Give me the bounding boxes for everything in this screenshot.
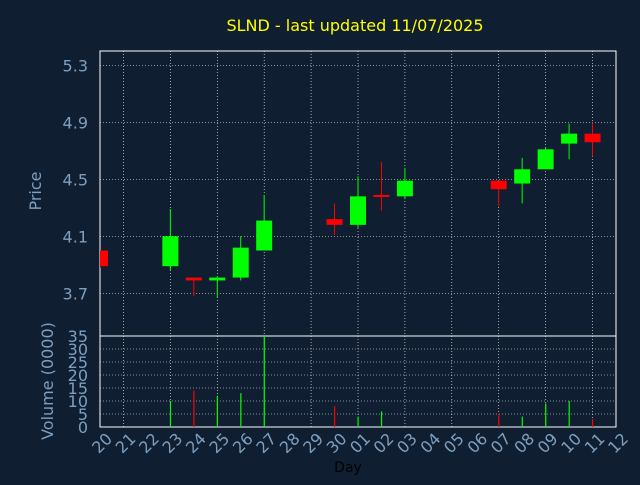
- volume-tick-label: 20: [68, 366, 88, 385]
- candle-body: [350, 196, 366, 225]
- volume-bar: [568, 401, 570, 427]
- candles: [100, 122, 601, 298]
- volume-bar: [216, 395, 218, 427]
- price-axis-label: Price: [26, 171, 45, 210]
- candle-body: [396, 180, 413, 197]
- candle-body: [256, 220, 273, 251]
- candle-body: [162, 236, 179, 267]
- volume-axis-label: Volume (0000): [38, 322, 57, 440]
- candle-body: [232, 247, 249, 278]
- candle-body: [537, 149, 554, 170]
- volume-bar: [545, 403, 547, 427]
- volume-tick-label: 25: [68, 353, 88, 372]
- volume-bar: [169, 401, 172, 427]
- price-panel: 3.7 4.1 4.5 4.9 5.3: [63, 50, 617, 337]
- volume-bar: [592, 419, 594, 427]
- volume-tick-label: 0: [78, 418, 88, 437]
- candle-body: [209, 277, 226, 281]
- volume-bar: [380, 411, 383, 427]
- volume-tick-label: 15: [68, 379, 88, 398]
- candle-body: [561, 133, 578, 144]
- volume-tick-label: 5: [78, 405, 88, 424]
- volume-bar: [193, 390, 195, 427]
- x-axis: 2021222324252627282930010203040506070809…: [88, 429, 632, 457]
- volume-bar: [521, 416, 523, 427]
- candle-body: [373, 194, 390, 197]
- volume-bar: [240, 393, 242, 427]
- candle-body: [490, 180, 507, 190]
- price-tick-label: 4.1: [63, 227, 88, 246]
- volume-bar: [357, 416, 359, 427]
- price-tick-label: 4.9: [63, 113, 88, 132]
- volume-tick-label: 35: [68, 327, 88, 346]
- volume-bar: [498, 414, 500, 427]
- chart-title: SLND - last updated 11/07/2025: [226, 16, 483, 35]
- candle-body: [584, 133, 601, 143]
- volume-bar: [263, 336, 265, 427]
- volume-tick-label: 10: [68, 392, 88, 411]
- price-tick-label: 4.5: [63, 170, 88, 189]
- candle-body: [326, 219, 343, 225]
- candle-body: [100, 250, 108, 267]
- volume-bar: [334, 406, 336, 427]
- x-tick-label: 12: [604, 429, 632, 457]
- x-axis-label: Day: [334, 460, 362, 476]
- candle-body: [185, 277, 202, 281]
- volume-tick-label: 30: [68, 340, 88, 359]
- price-tick-label: 3.7: [63, 284, 88, 303]
- candle-body: [514, 169, 531, 184]
- price-tick-label: 5.3: [63, 56, 88, 75]
